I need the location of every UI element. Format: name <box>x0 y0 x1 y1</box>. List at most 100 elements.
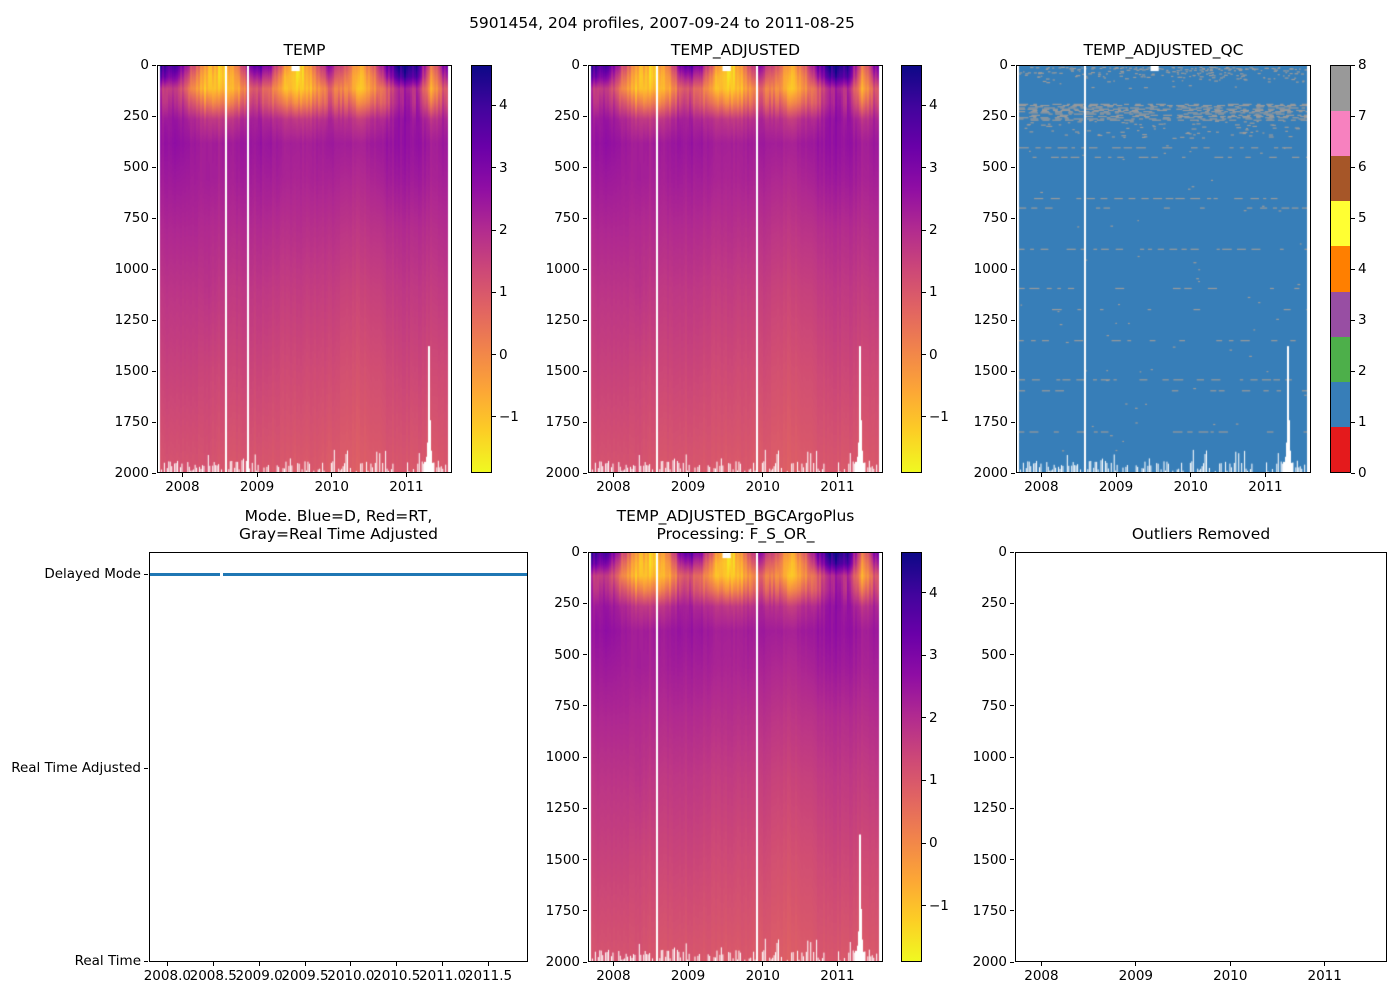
tick-mark <box>1115 473 1117 477</box>
tick-mark <box>144 573 148 575</box>
y-tick-label: 1250 <box>114 312 149 328</box>
y-tick-label: 1250 <box>972 800 1007 817</box>
tick-mark <box>1351 64 1355 66</box>
tick-mark <box>922 654 926 656</box>
colorbar-tick-label: 5 <box>1358 210 1367 226</box>
temp-heatmap-canvas <box>158 66 451 472</box>
tick-mark <box>583 268 587 270</box>
x-tick-label: 2009 <box>670 479 706 495</box>
x-tick-label: 2010 <box>745 968 780 984</box>
tick-mark <box>922 592 926 594</box>
outliers-title: Outliers Removed <box>1131 525 1271 543</box>
y-tick-label: 1000 <box>973 261 1008 277</box>
tick-mark <box>1011 268 1015 270</box>
tick-mark <box>1011 166 1015 168</box>
bgc-title-line1: TEMP_ADJUSTED_BGCArgoPlus <box>616 507 855 525</box>
tick-mark <box>1351 319 1355 321</box>
colorbar-tick-label: 2 <box>929 222 938 239</box>
qc-colorbar-segment <box>1331 381 1350 427</box>
x-tick-label: 2011 <box>1248 479 1283 495</box>
tick-mark <box>922 167 926 169</box>
x-tick-label: 2008.0 <box>143 968 191 984</box>
colorbar-tick-label: 3 <box>1358 312 1367 328</box>
tick-mark <box>1351 370 1355 372</box>
y-tick-label: 1250 <box>545 800 580 817</box>
tick-mark <box>1011 421 1015 423</box>
x-tick-label: 2008 <box>1024 479 1059 495</box>
y-tick-label: Real Time Adjusted <box>11 760 141 777</box>
y-tick-label: 250 <box>981 595 1007 612</box>
tick-mark <box>583 217 587 219</box>
y-tick-label: 0 <box>571 544 580 560</box>
temp-title: TEMP <box>283 41 326 59</box>
colorbar-tick-label: 8 <box>1358 57 1367 73</box>
qc-colorbar-segment <box>1331 291 1350 337</box>
tick-mark <box>583 319 587 321</box>
mode-title-line1: Mode. Blue=D, Red=RT, <box>244 507 433 525</box>
y-tick-label: 1500 <box>545 363 580 379</box>
y-tick-label: 0 <box>140 57 149 73</box>
tick-mark <box>922 229 926 231</box>
tick-mark <box>1351 217 1355 219</box>
bgc-colorbar <box>901 552 922 962</box>
mode-title-line2: Gray=Real Time Adjusted <box>238 525 439 543</box>
tick-mark <box>152 217 156 219</box>
y-tick-label: 2000 <box>114 465 149 481</box>
tick-mark <box>152 268 156 270</box>
tick-mark <box>1010 910 1014 912</box>
tick-mark <box>583 910 587 912</box>
tick-mark <box>152 166 156 168</box>
tick-mark <box>1135 962 1137 966</box>
tick-mark <box>1010 961 1014 963</box>
y-tick-label: Delayed Mode <box>44 566 141 583</box>
y-tick-label: 1250 <box>973 312 1008 328</box>
colorbar-tick-label: 0 <box>929 835 938 852</box>
tick-mark <box>1229 962 1231 966</box>
tick-mark <box>583 421 587 423</box>
bgc-title-line2: Processing: F_S_OR_ <box>656 525 815 543</box>
tick-mark <box>583 472 587 474</box>
x-tick-label: 2010 <box>1173 479 1208 495</box>
tick-mark <box>922 842 926 844</box>
y-tick-label: 1500 <box>973 363 1008 379</box>
tick-mark <box>492 354 496 356</box>
mode-line-gap <box>220 573 223 576</box>
colorbar-tick-label: 2 <box>1358 363 1367 379</box>
tick-mark <box>442 962 444 966</box>
tick-mark <box>1351 472 1355 474</box>
colorbar-tick-label: 1 <box>499 284 508 301</box>
x-tick-label: 2011 <box>389 479 424 495</box>
tick-mark <box>583 166 587 168</box>
y-tick-label: 0 <box>571 57 580 73</box>
x-tick-label: 2009 <box>670 968 706 984</box>
tick-mark <box>1011 472 1015 474</box>
tick-mark <box>1010 602 1014 604</box>
temp-adjusted-heatmap-canvas <box>589 66 882 472</box>
colorbar-tick-label: 1 <box>929 284 938 301</box>
y-tick-label: 1250 <box>545 312 580 328</box>
figure-title: 5901454, 204 profiles, 2007-09-24 to 201… <box>469 14 855 32</box>
y-tick-label: 2000 <box>545 465 580 481</box>
colorbar-tick-label: 2 <box>499 222 508 239</box>
tick-mark <box>583 961 587 963</box>
x-tick-label: 2009 <box>1098 479 1134 495</box>
tick-mark <box>1010 756 1014 758</box>
outliers-plot <box>1015 552 1387 962</box>
tick-mark <box>396 962 398 966</box>
tick-mark <box>1351 115 1355 117</box>
tick-mark <box>331 473 333 477</box>
tick-mark <box>922 717 926 719</box>
tick-mark <box>492 167 496 169</box>
y-tick-label: 0 <box>999 57 1008 73</box>
colorbar-tick-label: 0 <box>929 346 938 363</box>
tick-mark <box>583 602 587 604</box>
tick-mark <box>583 654 587 655</box>
y-tick-label: 1000 <box>972 749 1007 765</box>
x-tick-label: 2008.5 <box>189 968 237 984</box>
colorbar-tick-label: 1 <box>929 772 938 789</box>
tick-mark <box>583 705 587 707</box>
y-tick-label: 250 <box>554 595 580 612</box>
x-tick-label: 2008 <box>1024 968 1059 984</box>
tick-mark <box>350 962 352 966</box>
tick-mark <box>1040 962 1042 966</box>
